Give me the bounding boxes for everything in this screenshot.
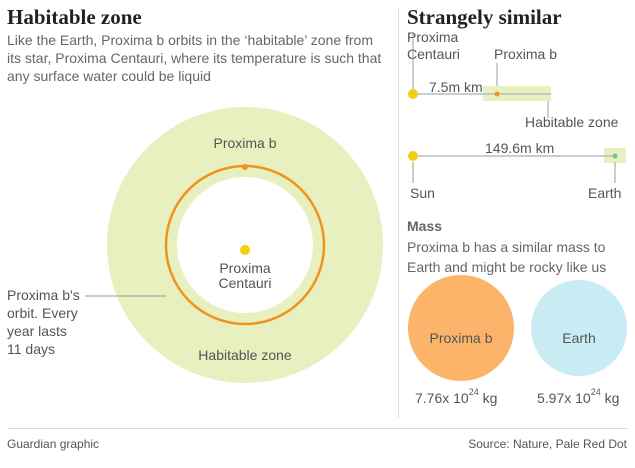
star-label-line2: Centauri (218, 275, 272, 291)
proxima-mass-unit: kg (478, 390, 498, 406)
footer-source: Source: Nature, Pale Red Dot (468, 437, 627, 451)
zone-label: Habitable zone (198, 347, 292, 363)
earth-mass-circle (531, 280, 627, 376)
orbit-note-line1: Proxima b's (7, 287, 80, 303)
footer-rule (7, 428, 628, 429)
star-label-line1: Proxima (219, 260, 271, 276)
earth-icon (612, 153, 618, 159)
mass-heading: Mass (407, 218, 443, 234)
earth-mass-value: 5.97x 1024 kg (537, 387, 620, 406)
proxima-mass-base: 7.76x 10 (415, 390, 469, 406)
right-star-label-line1: Proxima (407, 29, 459, 45)
earth-distance-label: 149.6m km (485, 140, 555, 156)
proxima-mass-label: Proxima b (429, 330, 493, 346)
orbit-note-line4: 11 days (7, 341, 55, 357)
proxima-centauri-dot (240, 245, 250, 255)
mass-comparison (408, 275, 627, 381)
right-planet-label: Proxima b (494, 46, 558, 62)
sun-icon (408, 151, 418, 161)
mass-text: Proxima b has a similar mass to Earth an… (407, 239, 607, 275)
earth-mass-exponent: 24 (590, 387, 601, 397)
proxima-mass-value: 7.76x 1024 kg (415, 387, 498, 406)
right-title: Strangely similar (407, 5, 562, 29)
left-intro: Like the Earth, Proxima b orbits in the … (7, 32, 382, 84)
orbit-note-line2: orbit. Every (7, 305, 78, 321)
proxima-distance-label: 7.5m km (429, 79, 483, 95)
left-title: Habitable zone (7, 5, 142, 29)
panel-divider (398, 8, 399, 418)
right-star-label-line2: Centauri (407, 46, 460, 62)
proxima-mass-circle (408, 275, 514, 381)
habitable-zone-diagram (85, 107, 383, 383)
earth-mass-unit: kg (600, 390, 620, 406)
earth-label: Earth (588, 185, 622, 201)
planet-label: Proxima b (213, 135, 277, 151)
sun-label: Sun (410, 185, 435, 201)
footer-credit: Guardian graphic (7, 437, 100, 451)
earth-mass-label: Earth (562, 330, 596, 346)
orbit-note-line3: year lasts (7, 323, 67, 339)
earth-mass-base: 5.97x 10 (537, 390, 591, 406)
proxima-b-dot (242, 164, 248, 170)
proxima-centauri-icon (408, 89, 418, 99)
distance-comparison (408, 33, 626, 183)
proxima-mass-exponent: 24 (468, 387, 479, 397)
proxima-b-icon (494, 91, 500, 97)
